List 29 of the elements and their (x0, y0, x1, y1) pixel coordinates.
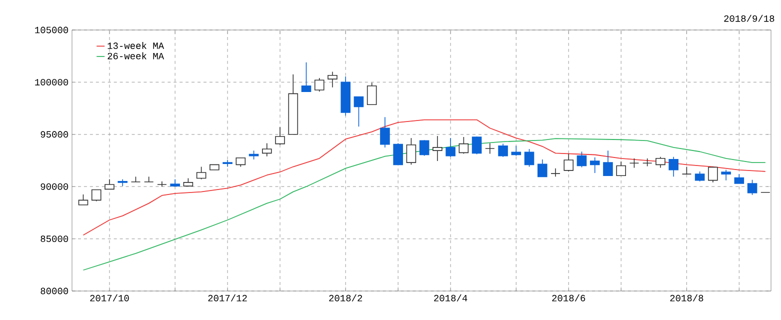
candlestick (432, 136, 442, 162)
x-tick-label: 2018/8 (670, 294, 704, 302)
candlestick (511, 145, 522, 156)
y-tick-label: 95000 (40, 131, 68, 138)
candlestick (275, 126, 285, 146)
y-tick-label: 85000 (40, 236, 68, 242)
line-series (82, 138, 766, 271)
y-tick-label: 100000 (35, 78, 68, 86)
candlestick (328, 71, 338, 88)
text: 2018/9/18 (724, 14, 774, 22)
y-tick-label: 90000 (40, 183, 68, 190)
candlestick (340, 76, 351, 116)
candlestick (262, 142, 272, 157)
x-tick-label: 2017/10 (90, 294, 129, 302)
legend-label: 13-week MA (108, 42, 164, 49)
x-tick-label: 2018/4 (434, 294, 468, 302)
x-tick-label: 2018/2 (329, 294, 362, 302)
candlestick (590, 156, 600, 174)
candlestick (446, 138, 456, 158)
candlestick (668, 156, 678, 178)
candlestick (222, 160, 232, 168)
candlestick (550, 168, 560, 178)
x-tick-label: 2018/6 (552, 294, 586, 302)
y-tick-label: 105000 (35, 26, 68, 34)
x-tick-label: 2017/12 (208, 294, 247, 302)
legend-label: 26-week MA (108, 52, 164, 60)
candlestick (380, 116, 390, 148)
candlestick (485, 142, 495, 154)
y-tick-label: 80000 (40, 288, 68, 294)
